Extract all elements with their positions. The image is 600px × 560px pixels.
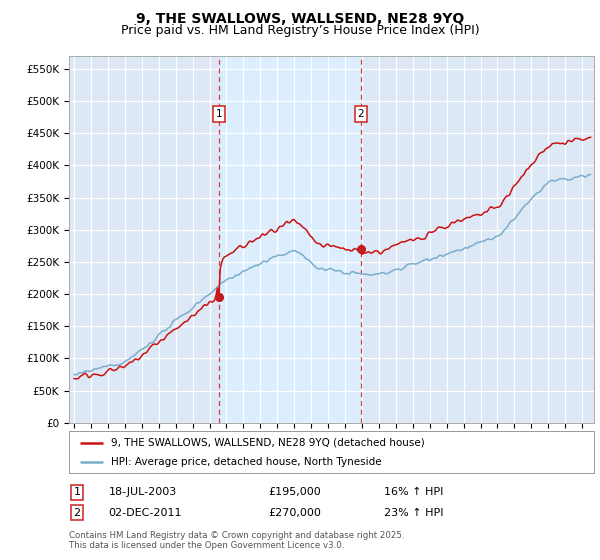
Text: HPI: Average price, detached house, North Tyneside: HPI: Average price, detached house, Nort… (111, 457, 382, 467)
Text: 1: 1 (73, 487, 80, 497)
Text: 9, THE SWALLOWS, WALLSEND, NE28 9YQ: 9, THE SWALLOWS, WALLSEND, NE28 9YQ (136, 12, 464, 26)
Text: 16% ↑ HPI: 16% ↑ HPI (384, 487, 443, 497)
Text: 02-DEC-2011: 02-DEC-2011 (109, 508, 182, 518)
Text: 9, THE SWALLOWS, WALLSEND, NE28 9YQ (detached house): 9, THE SWALLOWS, WALLSEND, NE28 9YQ (det… (111, 437, 425, 447)
Text: 2: 2 (73, 508, 80, 518)
Text: £195,000: £195,000 (269, 487, 321, 497)
Text: 23% ↑ HPI: 23% ↑ HPI (384, 508, 443, 518)
Text: 2: 2 (358, 109, 364, 119)
Text: Contains HM Land Registry data © Crown copyright and database right 2025.
This d: Contains HM Land Registry data © Crown c… (69, 531, 404, 550)
Text: £270,000: £270,000 (269, 508, 322, 518)
Bar (219, 56, 361, 423)
Text: 1: 1 (215, 109, 222, 119)
Text: 18-JUL-2003: 18-JUL-2003 (109, 487, 176, 497)
Text: Price paid vs. HM Land Registry’s House Price Index (HPI): Price paid vs. HM Land Registry’s House … (121, 24, 479, 36)
